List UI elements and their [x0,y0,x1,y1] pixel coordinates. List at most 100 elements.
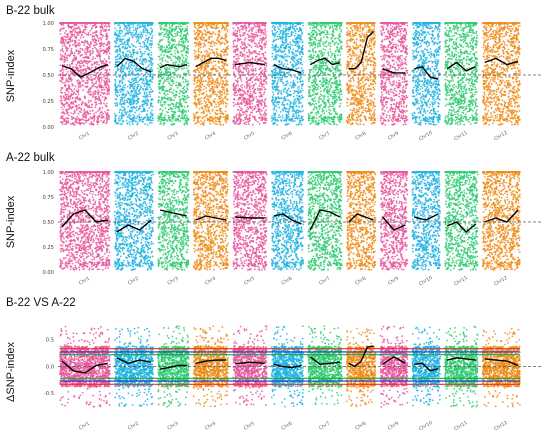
snp-point [145,67,147,69]
snp-point [82,69,84,71]
snp-point [165,71,167,73]
snp-point [71,63,73,65]
snp-point [161,51,163,53]
snp-point [133,114,135,116]
snp-point [62,45,64,47]
snp-point [148,64,150,66]
snp-point [119,103,121,105]
snp-point [135,33,137,35]
snp-point [121,106,123,108]
snp-point [76,118,78,120]
snp-point [106,121,108,123]
snp-point [92,84,94,86]
snp-point [65,30,67,32]
snp-point [89,106,91,108]
snp-point [65,69,67,71]
snp-point [140,51,142,53]
snp-point [119,48,121,50]
snp-point [76,68,78,70]
snp-point [176,74,178,76]
x-tick-label: Chr1 [78,131,91,142]
snp-point [95,96,97,98]
snp-point [132,96,134,98]
snp-point [130,53,132,55]
snp-point [106,53,108,55]
snp-point [174,30,176,32]
snp-point [103,80,105,82]
chromosome-points [114,22,154,126]
snp-point [117,67,119,69]
snp-point [94,118,96,120]
snp-point [136,70,138,72]
snp-point [89,123,91,125]
snp-point [122,51,124,53]
snp-point [150,113,152,115]
snp-point [75,57,77,59]
snp-point [74,121,76,123]
snp-point [146,60,148,62]
snp-point [66,111,68,113]
snp-point [92,59,94,61]
snp-point [149,96,151,98]
snp-point [71,48,73,50]
snp-point [104,51,106,53]
snp-point [60,24,62,26]
snp-point [115,94,117,96]
snp-point [150,68,152,70]
snp-point [143,42,145,44]
snp-point [91,107,93,109]
snp-point [62,117,64,119]
snp-point [71,35,73,37]
snp-point [64,92,66,94]
snp-point [109,43,111,45]
snp-point [116,33,118,35]
snp-point [184,110,186,112]
snp-point [66,57,68,59]
snp-point [174,67,176,69]
snp-point [83,29,85,31]
snp-point [141,78,143,80]
snp-point [88,32,90,34]
snp-point [124,72,126,74]
snp-point [98,76,100,78]
snp-point [79,122,81,124]
snp-point [94,61,96,63]
snp-point [71,39,73,41]
snp-point [86,110,88,112]
snp-point [61,115,63,117]
snp-point [131,118,133,120]
snp-point [94,83,96,85]
snp-point [182,87,184,89]
snp-point [145,88,147,90]
snp-point [67,94,69,96]
snp-point [91,63,93,65]
snp-point [150,33,152,35]
snp-point [114,40,116,42]
snp-point [96,61,98,63]
snp-point [95,77,97,79]
snp-point [128,50,130,52]
snp-point [137,99,139,101]
snp-point [60,22,62,24]
snp-point [101,79,103,81]
snp-point [79,23,81,25]
snp-point [128,63,130,65]
snp-point [137,81,139,83]
snp-point [66,50,68,52]
snp-point [136,68,138,70]
snp-point [120,22,122,24]
snp-point [97,92,99,94]
snp-point [183,43,185,45]
snp-point [84,22,86,24]
snp-point [125,111,127,113]
snp-point [120,55,122,57]
snp-point [138,113,140,115]
snp-point [65,59,67,61]
snp-point [130,34,132,36]
snp-point [129,52,131,54]
y-tick-label: 0.25 [42,99,54,105]
snp-point [143,32,145,34]
y-tick-label: 0.75 [42,47,54,53]
snp-point [134,69,136,71]
snp-point [68,114,70,116]
